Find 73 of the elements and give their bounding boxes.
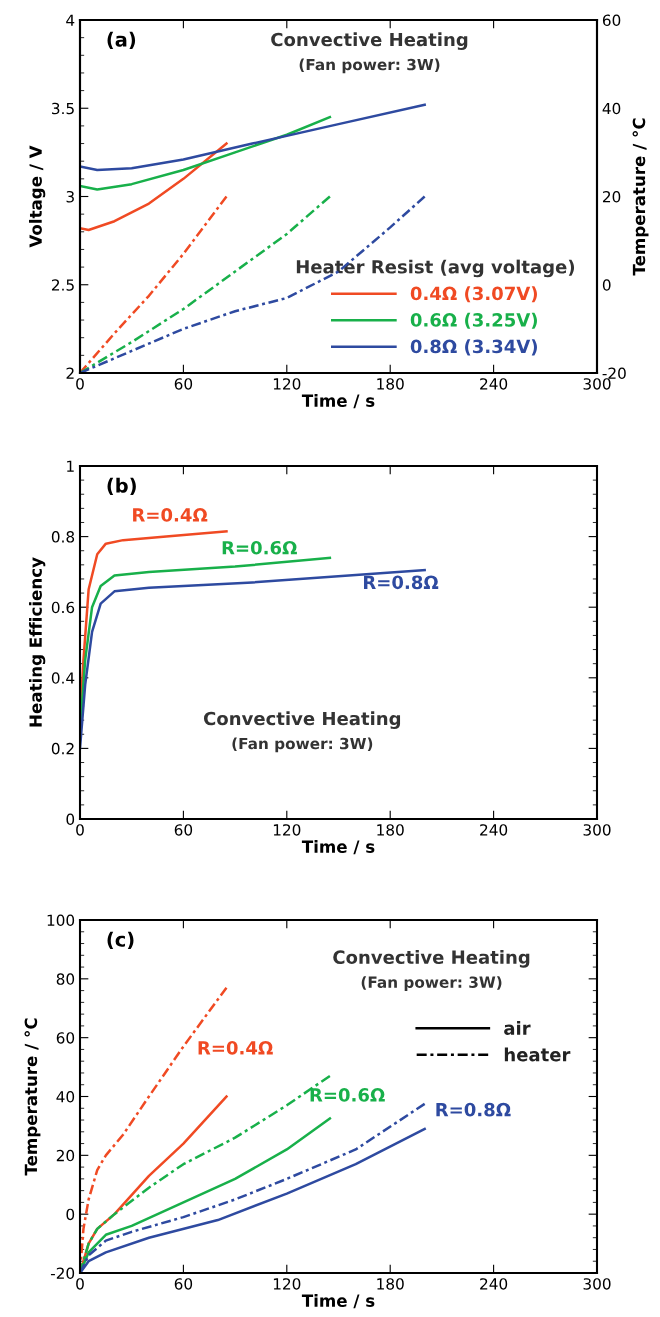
x-tick-label: 240 [480, 1278, 508, 1290]
line-series [80, 115, 332, 191]
x-tick-label: 0 [76, 824, 84, 836]
x-axis-title: Time / s [301, 1294, 375, 1309]
text: (Fan power: 3W) [232, 737, 373, 753]
x-axis-title: Time / s [301, 840, 375, 855]
line-series [80, 142, 228, 232]
y-tick-label: 0.4 [51, 672, 75, 684]
y2-tick-label: -20 [602, 367, 626, 380]
text: (Fan power: 3W) [361, 976, 502, 991]
y-tick-label: 0.8 [51, 531, 75, 543]
y-tick-label: 80 [56, 973, 75, 985]
legend-label: 0.8Ω (3.34V) [410, 339, 537, 356]
x-tick-label: 120 [273, 378, 301, 390]
y-tick-label: 40 [56, 1090, 75, 1103]
y-tick-label: 3 [66, 190, 74, 203]
y-axis-title: Heating Efficiency [29, 557, 46, 727]
y2-tick-label: 60 [602, 14, 621, 27]
y-tick-label: 3.5 [52, 102, 74, 115]
x-axis-title: Time / s [301, 394, 375, 409]
y2-tick-label: 20 [602, 190, 621, 203]
x-tick-label: 300 [583, 378, 611, 390]
legend-label: 0.6Ω (3.25V) [410, 312, 537, 329]
y-tick-label: 0.6 [51, 601, 75, 614]
y-tick-label: 100 [47, 914, 75, 927]
x-tick-label: 60 [174, 378, 193, 390]
y-tick-label: -20 [50, 1267, 75, 1280]
legend-label: 0.4Ω (3.07V) [410, 286, 537, 303]
x-tick-label: 300 [583, 824, 611, 836]
x-tick-label: 240 [480, 824, 508, 836]
y-tick-label: 20 [56, 1149, 75, 1162]
text: Convective Heating [203, 711, 401, 729]
x-tick-label: 180 [377, 824, 404, 836]
annotation: (b) [107, 477, 136, 496]
text: Convective Heating [333, 950, 530, 968]
y-axis-title: Temperature / °C [24, 1018, 41, 1176]
text: (Fan power: 3W) [299, 58, 440, 74]
y-tick-label: 0 [66, 813, 75, 826]
series-label: R=0.4Ω [133, 508, 208, 522]
y-tick-label: 2.5 [51, 279, 74, 291]
y-tick-label: 60 [56, 1032, 75, 1044]
x-tick-label: 180 [377, 378, 404, 390]
y-tick-label: 2 [66, 367, 74, 379]
annotation: air [504, 1020, 531, 1035]
annotation: (c) [107, 931, 134, 950]
x-tick-label: 300 [583, 1278, 611, 1290]
series-label: R=0.8Ω [364, 575, 439, 590]
x-tick-label: 60 [174, 824, 193, 836]
series-label: R=0.6Ω [310, 1088, 385, 1102]
x-tick-label: 0 [76, 1278, 84, 1290]
annotation: (a) [107, 31, 136, 50]
y2-tick-label: 0 [602, 279, 611, 291]
series-label: R=0.6Ω [222, 540, 297, 555]
x-tick-label: 120 [273, 1278, 301, 1290]
y-tick-label: 1 [67, 460, 74, 472]
y-axis-title: Voltage / V [29, 145, 46, 248]
x-tick-label: 180 [377, 1278, 404, 1290]
y2-tick-label: 40 [602, 102, 621, 115]
x-tick-label: 240 [480, 378, 508, 390]
x-tick-label: 120 [273, 824, 301, 836]
line-series [80, 103, 426, 172]
line-series [80, 195, 228, 373]
annotation: heater [504, 1047, 571, 1062]
text: Convective Heating [271, 32, 468, 50]
text: R=0.4Ω [198, 1041, 273, 1055]
y2-axis-title: Temperature / °C [632, 118, 649, 276]
y-tick-label: 4 [66, 14, 75, 26]
y-tick-label: 0.2 [51, 742, 74, 755]
x-tick-label: 60 [174, 1278, 193, 1290]
y-tick-label: 0 [66, 1208, 75, 1221]
series-label: R=0.8Ω [436, 1102, 511, 1117]
legend-title: Heater Resist (avg voltage) [296, 259, 575, 278]
x-tick-label: 0 [76, 378, 84, 390]
